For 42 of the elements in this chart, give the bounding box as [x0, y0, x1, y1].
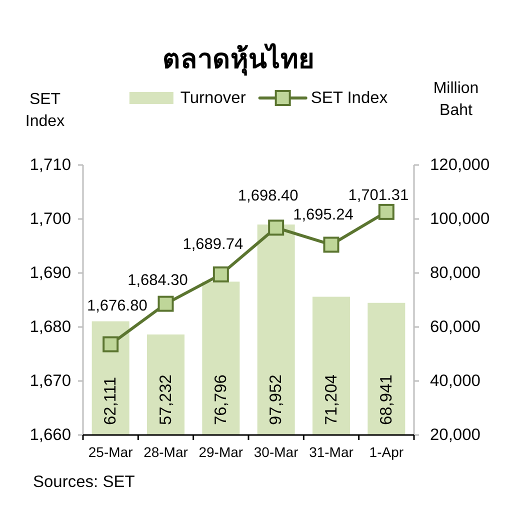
title: ตลาดหุ้นไทย [162, 44, 314, 74]
y2tick: 120,000 [430, 156, 490, 174]
xtick: 1-Apr [369, 444, 404, 460]
ytick: 1,670 [30, 372, 71, 390]
bar-label: 57,232 [156, 374, 175, 425]
point-label: 1,676.80 [87, 298, 148, 315]
point [378, 204, 394, 220]
ytick: 1,660 [30, 426, 71, 444]
bar-label: 68,941 [377, 374, 396, 425]
legend-label: SET Index [310, 89, 388, 107]
ytick: 1,700 [30, 210, 71, 228]
point-label: 1,684.30 [128, 272, 188, 290]
bar-label: 62,111 [102, 376, 120, 425]
legend-label: Turnover [180, 89, 246, 107]
xtick: 29-Mar [198, 444, 244, 460]
xtick: 30-Mar [254, 444, 298, 460]
y2tick: 40,000 [430, 372, 480, 390]
point [268, 220, 284, 236]
ytick: 1,710 [30, 156, 71, 174]
xtick: 28-Mar [144, 444, 188, 460]
xtick: 25-Mar [88, 444, 133, 460]
y2tick: 100,000 [430, 210, 490, 228]
bar-label: 71,204 [322, 374, 340, 425]
y2label: Million Baht [433, 80, 479, 119]
point-label: 1,695.24 [293, 206, 354, 224]
annotation: Sources: SET [33, 473, 135, 491]
y2tick: 80,000 [430, 264, 480, 282]
bar-label: 97,952 [267, 374, 286, 425]
point [323, 236, 340, 253]
y2tick: 60,000 [430, 318, 480, 336]
y2tick: 20,000 [430, 426, 480, 444]
point-label: 1,698.40 [238, 188, 298, 205]
xtick: 31-Mar [309, 444, 354, 460]
point [212, 266, 229, 282]
ytick: 1,690 [30, 264, 71, 282]
ytick: 1,680 [30, 318, 71, 336]
ylabel: SET Index [25, 91, 65, 130]
point-label: 1,701.31 [348, 186, 409, 204]
point [102, 336, 119, 352]
bar-label: 76,796 [212, 374, 230, 425]
point [158, 296, 174, 312]
point-label: 1,689.74 [182, 236, 244, 253]
